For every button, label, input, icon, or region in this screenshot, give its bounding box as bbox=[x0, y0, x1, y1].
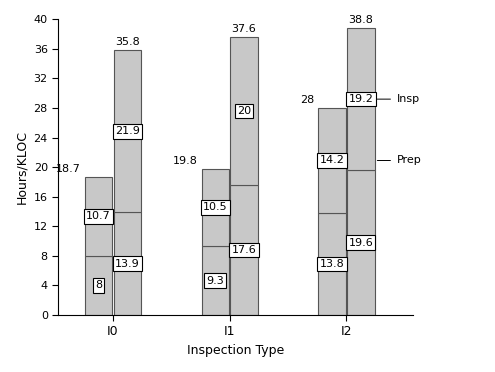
Text: 8: 8 bbox=[95, 280, 102, 291]
Text: 19.6: 19.6 bbox=[348, 238, 373, 248]
Bar bbox=[85, 177, 112, 256]
Bar bbox=[201, 246, 229, 315]
Text: 9.3: 9.3 bbox=[206, 276, 224, 286]
Text: 37.6: 37.6 bbox=[232, 24, 256, 34]
Text: Prep: Prep bbox=[397, 155, 422, 166]
Text: 14.2: 14.2 bbox=[320, 155, 345, 166]
Bar bbox=[85, 256, 112, 315]
Text: 20: 20 bbox=[237, 106, 251, 116]
Bar bbox=[113, 50, 141, 212]
Bar bbox=[347, 28, 375, 170]
Bar bbox=[318, 108, 346, 213]
Bar bbox=[347, 170, 375, 315]
X-axis label: Inspection Type: Inspection Type bbox=[187, 344, 284, 357]
Text: 21.9: 21.9 bbox=[115, 126, 140, 136]
Bar bbox=[318, 213, 346, 315]
Text: 10.7: 10.7 bbox=[86, 211, 111, 221]
Text: 19.2: 19.2 bbox=[348, 94, 373, 104]
Text: 38.8: 38.8 bbox=[348, 15, 373, 25]
Text: 19.8: 19.8 bbox=[173, 155, 198, 166]
Text: 17.6: 17.6 bbox=[232, 245, 256, 255]
Y-axis label: Hours/KLOC: Hours/KLOC bbox=[15, 130, 28, 204]
Text: 13.9: 13.9 bbox=[115, 259, 140, 269]
Bar bbox=[230, 185, 258, 315]
Bar bbox=[113, 212, 141, 315]
Text: 10.5: 10.5 bbox=[203, 202, 228, 212]
Text: 13.8: 13.8 bbox=[320, 259, 345, 269]
Bar bbox=[230, 37, 258, 185]
Text: Insp: Insp bbox=[397, 94, 420, 104]
Bar bbox=[201, 169, 229, 246]
Text: 18.7: 18.7 bbox=[56, 164, 81, 174]
Text: 35.8: 35.8 bbox=[115, 37, 140, 47]
Text: 28: 28 bbox=[300, 95, 314, 105]
